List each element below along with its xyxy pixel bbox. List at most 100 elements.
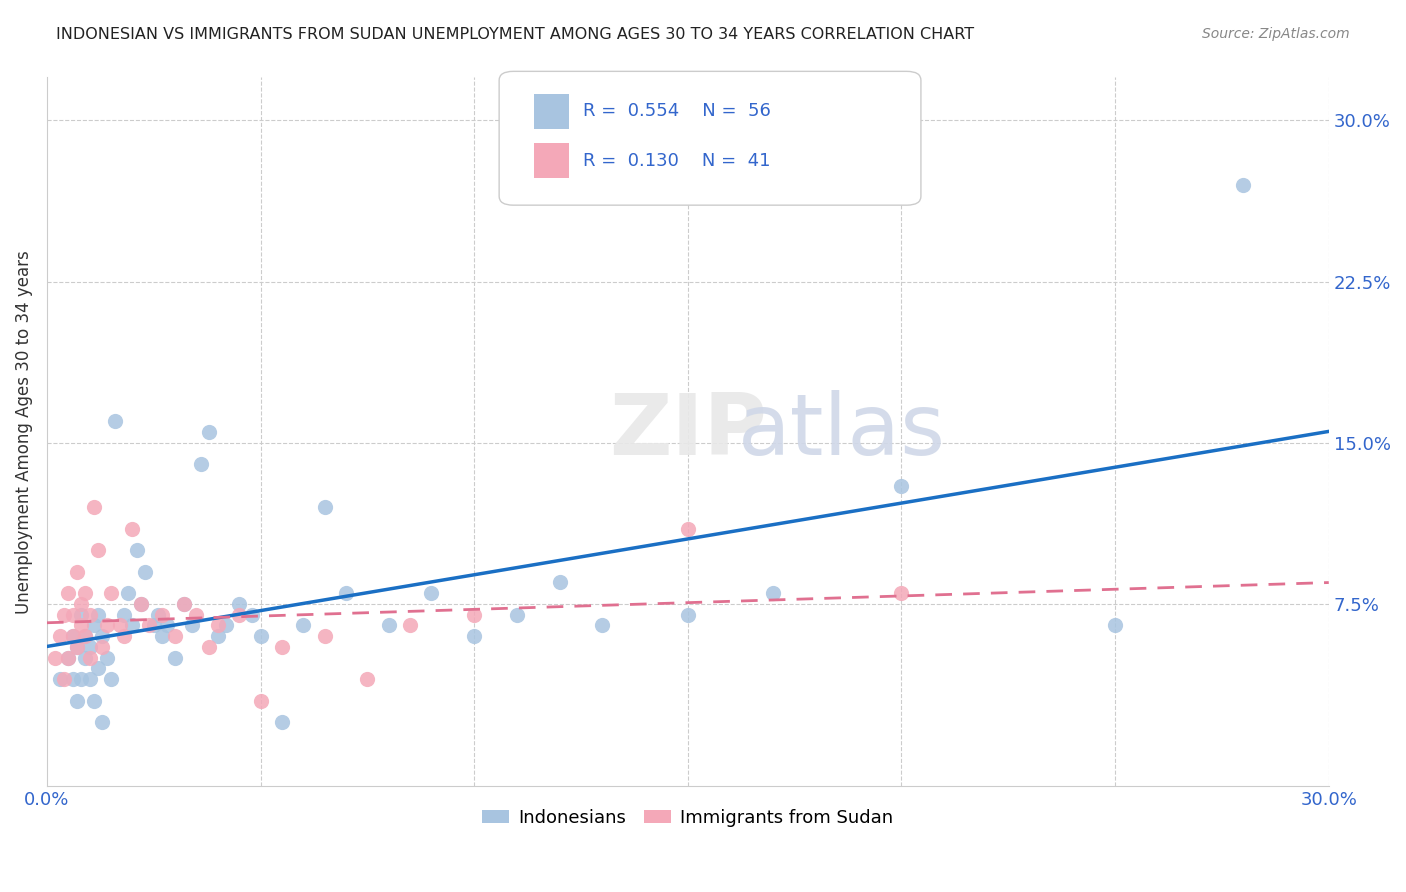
Point [70,607,93,622]
Text: Source: ZipAtlas.com: Source: ZipAtlas.com [1202,27,1350,41]
Point [506,607,529,622]
Point [207,618,229,632]
Point [215,618,238,632]
Point [66,565,89,579]
Text: INDONESIAN VS IMMIGRANTS FROM SUDAN UNEMPLOYMENT AMONG AGES 30 TO 34 YEARS CORRE: INDONESIAN VS IMMIGRANTS FROM SUDAN UNEM… [56,27,974,42]
Point [165,629,187,643]
Point [335,586,357,600]
Point [890,586,912,600]
Point [75,586,97,600]
Point [75,629,97,643]
Point [79,672,101,686]
Text: ZIP: ZIP [609,391,766,474]
Point [198,425,221,439]
Point [83,500,105,515]
Point [463,629,485,643]
Point [83,693,105,707]
Point [676,522,699,536]
Point [186,607,208,622]
Point [228,607,250,622]
Point [155,618,177,632]
Point [117,586,139,600]
Point [173,597,195,611]
Point [1232,178,1254,192]
Point [165,650,187,665]
Point [112,629,135,643]
Point [173,597,195,611]
Point [62,672,84,686]
Point [70,597,93,611]
Point [591,618,613,632]
Point [249,629,271,643]
Point [75,629,97,643]
Point [463,607,485,622]
Point [87,607,110,622]
Point [762,586,785,600]
Point [79,640,101,654]
Point [96,618,118,632]
Point [79,607,101,622]
Point [58,586,80,600]
Text: atlas: atlas [738,391,946,474]
Point [44,650,66,665]
Point [87,543,110,558]
Point [53,607,76,622]
Point [91,640,114,654]
Point [100,586,122,600]
Point [356,672,378,686]
Point [53,672,76,686]
Point [181,618,204,632]
Point [62,607,84,622]
Point [890,478,912,492]
Point [100,672,122,686]
Point [87,661,110,675]
Point [314,500,336,515]
Point [79,650,101,665]
Point [66,693,89,707]
Point [377,618,399,632]
Point [190,457,212,471]
Point [48,629,70,643]
Point [146,607,169,622]
Text: R =  0.554    N =  56: R = 0.554 N = 56 [583,103,772,120]
Point [292,618,315,632]
Point [91,629,114,643]
Text: R =  0.130    N =  41: R = 0.130 N = 41 [583,152,770,169]
Point [198,640,221,654]
Point [70,618,93,632]
Point [129,597,152,611]
Point [314,629,336,643]
Point [150,607,173,622]
Point [548,575,571,590]
Point [58,650,80,665]
Point [96,650,118,665]
Point [58,650,80,665]
Point [1104,618,1126,632]
Point [62,629,84,643]
Point [420,586,443,600]
Point [207,629,229,643]
Point [48,672,70,686]
Point [91,714,114,729]
Point [240,607,263,622]
Point [112,607,135,622]
Point [75,650,97,665]
Y-axis label: Unemployment Among Ages 30 to 34 years: Unemployment Among Ages 30 to 34 years [15,250,32,614]
Point [66,640,89,654]
Point [138,618,160,632]
Point [249,693,271,707]
Point [125,543,148,558]
Point [142,618,165,632]
Point [150,629,173,643]
Point [104,414,127,428]
Point [66,640,89,654]
Point [270,714,292,729]
Point [129,597,152,611]
Point [399,618,422,632]
Point [121,522,143,536]
Point [134,565,156,579]
Point [83,618,105,632]
Point [108,618,131,632]
Point [676,607,699,622]
Point [228,597,250,611]
